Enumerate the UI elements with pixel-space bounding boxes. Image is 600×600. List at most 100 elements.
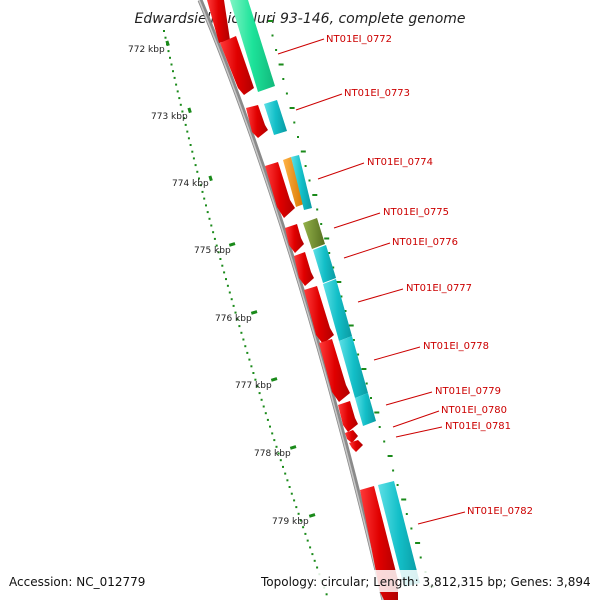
cog-bar: [291, 155, 312, 210]
scale-dot: [206, 211, 209, 214]
scale-dot: [170, 63, 173, 66]
scale-dot: [325, 593, 328, 596]
cog-bar: [264, 100, 287, 135]
scale-dot: [210, 224, 213, 227]
scale-tick: [270, 377, 278, 382]
leader-line: [392, 410, 440, 428]
gene-NT01EI_0779[interactable]: [338, 393, 376, 432]
scale-dot: [187, 137, 190, 140]
scale-dot: [196, 170, 199, 173]
scale-label-773: 773 kbp: [151, 112, 188, 122]
scale-dot: [176, 90, 179, 93]
outer-tick: [297, 136, 299, 138]
outer-tick: [312, 194, 318, 196]
scale-dot: [223, 271, 226, 274]
scale-dot: [212, 231, 215, 234]
gene-label-NT01EI_0780[interactable]: NT01EI_0780: [441, 405, 507, 416]
scale-dot: [186, 130, 189, 133]
scale-dot: [208, 217, 211, 220]
scale-dot: [192, 157, 195, 160]
outer-tick: [348, 324, 354, 327]
gene-NT01EI_0772[interactable]: [207, 0, 275, 95]
gene-label-NT01EI_0777[interactable]: NT01EI_0777: [406, 283, 472, 294]
scale-dot: [225, 278, 227, 281]
cds-arrow: [349, 440, 363, 452]
gene-label-NT01EI_0774[interactable]: NT01EI_0774: [367, 157, 433, 168]
scale-dot: [282, 465, 284, 468]
gene-NT01EI_0778[interactable]: [319, 336, 368, 402]
scale-dot: [262, 405, 265, 408]
outer-tick: [344, 310, 347, 312]
scale-label-777: 777 kbp: [235, 381, 272, 391]
scale-tick: [228, 242, 236, 247]
scale-dot: [242, 338, 245, 341]
scale-dot: [286, 479, 289, 482]
scale-dot: [189, 144, 192, 146]
gene-NT01EI_0777[interactable]: [304, 279, 352, 344]
gene-label-NT01EI_0775[interactable]: NT01EI_0775: [383, 207, 449, 218]
cog-bar: [283, 157, 304, 207]
outer-tick: [300, 150, 306, 153]
outer-tick: [410, 527, 413, 530]
scale-dot: [236, 318, 239, 321]
cog-bar: [355, 393, 376, 426]
scale-dot: [198, 177, 200, 180]
scale-dot: [250, 365, 253, 368]
scale-dot: [309, 546, 312, 549]
scale-dot: [297, 512, 300, 515]
scale-dot: [167, 50, 170, 53]
gene-label-NT01EI_0781[interactable]: NT01EI_0781: [445, 421, 511, 432]
gene-label-NT01EI_0776[interactable]: NT01EI_0776: [392, 237, 458, 248]
scale-dot: [269, 425, 271, 428]
outer-tick: [332, 266, 335, 269]
scale-dot: [221, 264, 224, 267]
outer-tick: [383, 440, 386, 443]
outer-tick: [419, 556, 422, 559]
scale-dot: [266, 418, 269, 421]
leader-line: [317, 162, 365, 180]
scale-dot: [234, 311, 237, 314]
outer-tick: [285, 92, 288, 95]
cog-bar: [313, 245, 336, 283]
scale-dot: [275, 445, 278, 448]
outer-tick: [308, 179, 311, 182]
outer-tick: [357, 353, 360, 356]
scale-dot: [228, 291, 231, 294]
outer-tick: [278, 63, 284, 66]
outer-tick: [340, 295, 343, 298]
gene-NT01EI_0781[interactable]: [349, 440, 363, 452]
outer-tick: [352, 339, 355, 341]
gene-label-NT01EI_0778[interactable]: NT01EI_0778: [423, 341, 489, 352]
leader-line: [343, 242, 391, 259]
cog-bar: [339, 336, 368, 398]
scale-tick: [289, 445, 297, 450]
scale-dot: [279, 459, 282, 462]
gene-label-NT01EI_0779[interactable]: NT01EI_0779: [435, 386, 501, 397]
gene-label-NT01EI_0782[interactable]: NT01EI_0782: [467, 506, 533, 517]
leader-line: [385, 391, 433, 406]
scale-dot: [217, 251, 220, 254]
scale-dot: [175, 83, 178, 86]
cog-bar: [303, 218, 325, 249]
scale-dot: [172, 70, 174, 73]
gene-NT01EI_0776[interactable]: [294, 245, 336, 286]
outer-tick: [392, 469, 395, 472]
outer-tick: [293, 121, 296, 124]
cds-arrow: [285, 224, 304, 253]
gene-label-NT01EI_0773[interactable]: NT01EI_0773: [344, 88, 410, 99]
outer-tick: [374, 411, 380, 414]
scale-labels: 772 kbp 773 kbp 774 kbp 775 kbp 776 kbp …: [128, 45, 309, 527]
gene-NT01EI_0774[interactable]: [265, 155, 312, 218]
scale-dot: [230, 298, 233, 301]
outer-tick: [328, 252, 331, 254]
cog-bar: [230, 0, 275, 92]
gene-label-NT01EI_0772[interactable]: NT01EI_0772: [326, 34, 392, 45]
gene-NT01EI_0780[interactable]: [345, 430, 358, 443]
accession-text: Accession: NC_012779: [9, 575, 145, 589]
gene-NT01EI_0775[interactable]: [285, 218, 325, 253]
gene-NT01EI_0773[interactable]: [246, 100, 287, 138]
outer-tick: [387, 455, 393, 457]
genome-summary-text: Topology: circular; Length: 3,812,315 bp…: [260, 575, 591, 589]
leader-line: [417, 511, 466, 525]
